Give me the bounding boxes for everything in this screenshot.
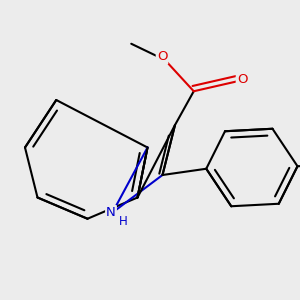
- Text: O: O: [237, 73, 247, 86]
- Text: O: O: [157, 50, 167, 64]
- Text: N: N: [106, 206, 116, 219]
- Text: H: H: [118, 215, 127, 228]
